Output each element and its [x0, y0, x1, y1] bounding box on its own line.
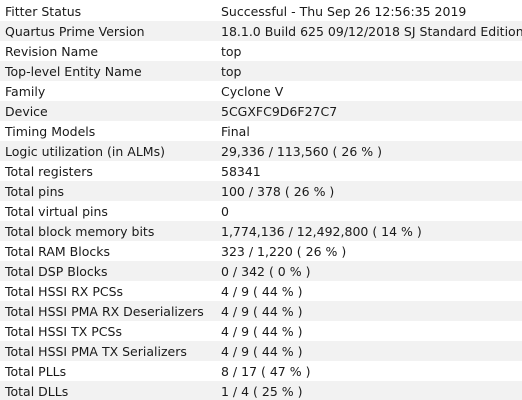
row-key: Timing Models — [5, 123, 96, 139]
row-value: 4 / 9 ( 44 % ) — [221, 283, 303, 299]
row-key: Total HSSI RX PCSs — [5, 283, 124, 299]
row-key: Logic utilization (in ALMs) — [5, 143, 165, 159]
row-value: 4 / 9 ( 44 % ) — [221, 323, 303, 339]
row-value: 100 / 378 ( 26 % ) — [221, 183, 335, 199]
summary-row-fitter-status[interactable]: Fitter Status Successful - Thu Sep 26 12… — [0, 1, 522, 21]
summary-row-total-hssi-pma-tx-serializers[interactable]: Total HSSI PMA TX Serializers 4 / 9 ( 44… — [0, 341, 522, 361]
row-value: 0 — [221, 203, 229, 219]
row-value: 8 / 17 ( 47 % ) — [221, 363, 311, 379]
row-value: 323 / 1,220 ( 26 % ) — [221, 243, 347, 259]
row-key: Total PLLs — [5, 363, 67, 379]
row-key: Total pins — [5, 183, 65, 199]
row-key: Total registers — [5, 163, 93, 179]
row-key: Revision Name — [5, 43, 99, 59]
row-key: Top-level Entity Name — [5, 63, 142, 79]
summary-row-timing-models[interactable]: Timing Models Final — [0, 121, 522, 141]
row-value: 18.1.0 Build 625 09/12/2018 SJ Standard … — [221, 23, 522, 39]
row-key: Total HSSI PMA RX Deserializers — [5, 303, 204, 319]
row-key: Quartus Prime Version — [5, 23, 145, 39]
row-key: Total HSSI PMA TX Serializers — [5, 343, 187, 359]
summary-row-total-dlls[interactable]: Total DLLs 1 / 4 ( 25 % ) — [0, 381, 522, 400]
row-value: Final — [221, 123, 250, 139]
row-value: 5CGXFC9D6F27C7 — [221, 103, 338, 119]
row-key: Total DSP Blocks — [5, 263, 108, 279]
row-key: Total RAM Blocks — [5, 243, 110, 259]
summary-row-logic-utilization[interactable]: Logic utilization (in ALMs) 29,336 / 113… — [0, 141, 522, 161]
row-key: Total HSSI TX PCSs — [5, 323, 122, 339]
summary-row-total-plls[interactable]: Total PLLs 8 / 17 ( 47 % ) — [0, 361, 522, 381]
row-value: 29,336 / 113,560 ( 26 % ) — [221, 143, 383, 159]
summary-row-family[interactable]: Family Cyclone V — [0, 81, 522, 101]
row-key: Total block memory bits — [5, 223, 155, 239]
summary-row-total-pins[interactable]: Total pins 100 / 378 ( 26 % ) — [0, 181, 522, 201]
summary-row-total-registers[interactable]: Total registers 58341 — [0, 161, 522, 181]
row-value: 58341 — [221, 163, 261, 179]
row-value: top — [221, 63, 242, 79]
row-value: 1,774,136 / 12,492,800 ( 14 % ) — [221, 223, 422, 239]
row-value: top — [221, 43, 242, 59]
row-key: Total virtual pins — [5, 203, 108, 219]
row-key: Total DLLs — [5, 383, 69, 399]
summary-row-top-level-entity-name[interactable]: Top-level Entity Name top — [0, 61, 522, 81]
summary-row-total-virtual-pins[interactable]: Total virtual pins 0 — [0, 201, 522, 221]
summary-row-total-hssi-pma-rx-deserializers[interactable]: Total HSSI PMA RX Deserializers 4 / 9 ( … — [0, 301, 522, 321]
summary-row-total-dsp-blocks[interactable]: Total DSP Blocks 0 / 342 ( 0 % ) — [0, 261, 522, 281]
row-value: 4 / 9 ( 44 % ) — [221, 303, 303, 319]
row-value: Successful - Thu Sep 26 12:56:35 2019 — [221, 3, 467, 19]
summary-row-total-block-memory-bits[interactable]: Total block memory bits 1,774,136 / 12,4… — [0, 221, 522, 241]
row-value: 0 / 342 ( 0 % ) — [221, 263, 311, 279]
row-key: Fitter Status — [5, 3, 82, 19]
row-value: Cyclone V — [221, 83, 284, 99]
summary-row-device[interactable]: Device 5CGXFC9D6F27C7 — [0, 101, 522, 121]
summary-row-revision-name[interactable]: Revision Name top — [0, 41, 522, 61]
summary-row-total-hssi-tx-pcss[interactable]: Total HSSI TX PCSs 4 / 9 ( 44 % ) — [0, 321, 522, 341]
summary-row-total-ram-blocks[interactable]: Total RAM Blocks 323 / 1,220 ( 26 % ) — [0, 241, 522, 261]
summary-row-total-hssi-rx-pcss[interactable]: Total HSSI RX PCSs 4 / 9 ( 44 % ) — [0, 281, 522, 301]
row-value: 1 / 4 ( 25 % ) — [221, 383, 303, 399]
summary-row-quartus-prime-version[interactable]: Quartus Prime Version 18.1.0 Build 625 0… — [0, 21, 522, 41]
row-value: 4 / 9 ( 44 % ) — [221, 343, 303, 359]
row-key: Family — [5, 83, 46, 99]
row-key: Device — [5, 103, 48, 119]
